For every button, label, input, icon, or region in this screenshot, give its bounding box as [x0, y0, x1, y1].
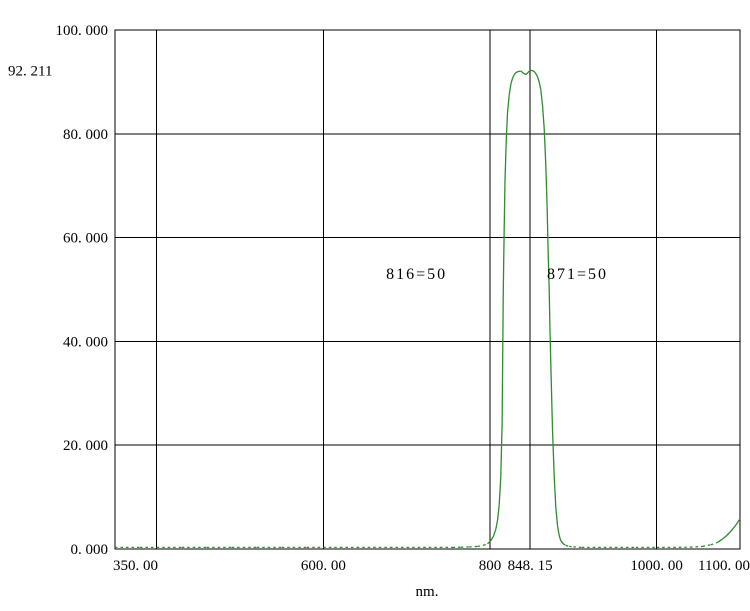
annotation-label: 816=50	[386, 266, 447, 283]
y-tick-label: 60. 000	[63, 231, 108, 247]
x-tick-label: 848. 15	[508, 558, 553, 574]
y-tick-label: 0. 000	[71, 542, 109, 558]
x-tick-label: 1100. 00	[698, 558, 750, 574]
transmission-curve	[487, 69, 741, 545]
peak-value-label: 92. 211	[8, 63, 52, 79]
transmission-curve-baseline	[115, 542, 717, 549]
x-tick-label: 350. 00	[113, 558, 158, 574]
annotation-label: 871=50	[547, 266, 608, 283]
y-tick-label: 40. 000	[63, 334, 108, 350]
y-tick-label: 20. 000	[63, 438, 108, 454]
x-tick-label: 1000. 00	[630, 558, 683, 574]
x-tick-label: 600. 00	[301, 558, 346, 574]
y-tick-label: 100. 000	[56, 23, 109, 39]
x-tick-label: 800	[479, 558, 502, 574]
x-axis-unit-label: nm.	[416, 584, 439, 600]
plot-border	[114, 29, 741, 550]
y-tick-label: 80. 000	[63, 127, 108, 143]
